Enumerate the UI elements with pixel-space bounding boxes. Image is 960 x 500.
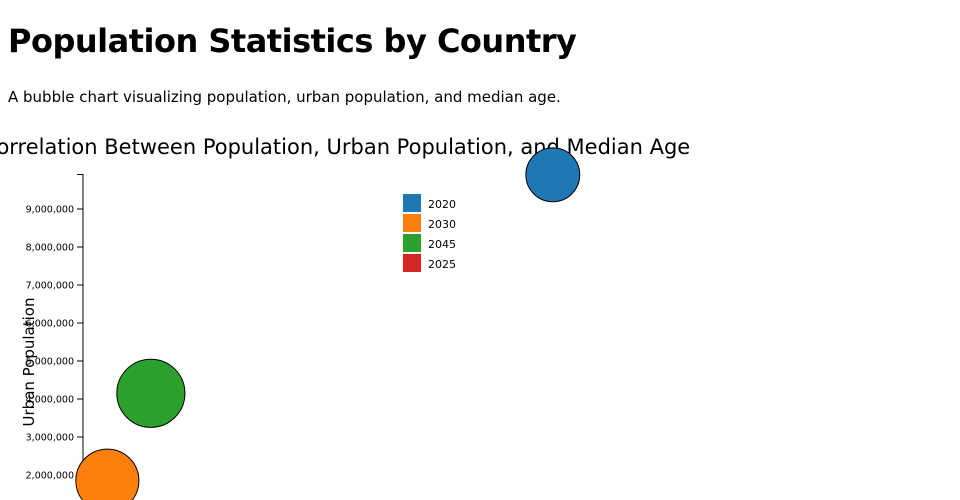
y-axis: 2,000,000 3,000,000 4,000,000 5,000,000 6,00… <box>26 174 84 500</box>
y-tick-label: 9,000,000 <box>26 205 74 216</box>
legend-label-2045: 2045 <box>428 238 456 251</box>
legend-swatch-2025 <box>403 254 421 272</box>
y-axis-label: Urban Population <box>20 298 38 427</box>
chart-title-group: Correlation Between Population, Urban Po… <box>0 135 690 159</box>
legend-swatch-2020 <box>403 194 421 212</box>
legend: 2020 2030 2045 2025 <box>403 194 456 272</box>
y-tick-label: 5,000,000 <box>26 357 74 368</box>
legend-label-2020: 2020 <box>428 198 456 211</box>
y-tick-label: 7,000,000 <box>26 281 74 292</box>
legend-label-2030: 2030 <box>428 218 456 231</box>
y-tick-label: 6,000,000 <box>26 319 74 330</box>
bubble-2030 <box>75 448 140 500</box>
legend-swatch-2030 <box>403 214 421 232</box>
y-tick-label: 2,000,000 <box>26 471 74 482</box>
page-description: A bubble chart visualizing population, u… <box>8 88 561 106</box>
y-tick-label: 4,000,000 <box>26 395 74 406</box>
page-title: Population Statistics by Country <box>8 22 577 60</box>
legend-swatch-2045 <box>403 234 421 252</box>
bubble-2045 <box>116 358 186 428</box>
chart-title: Correlation Between Population, Urban Po… <box>0 135 690 159</box>
bubbles <box>75 147 581 500</box>
y-tick-label: 8,000,000 <box>26 243 74 254</box>
y-tick-label: 3,000,000 <box>26 433 74 444</box>
bubble-2020 <box>525 147 581 203</box>
legend-label-2025: 2025 <box>428 258 456 271</box>
